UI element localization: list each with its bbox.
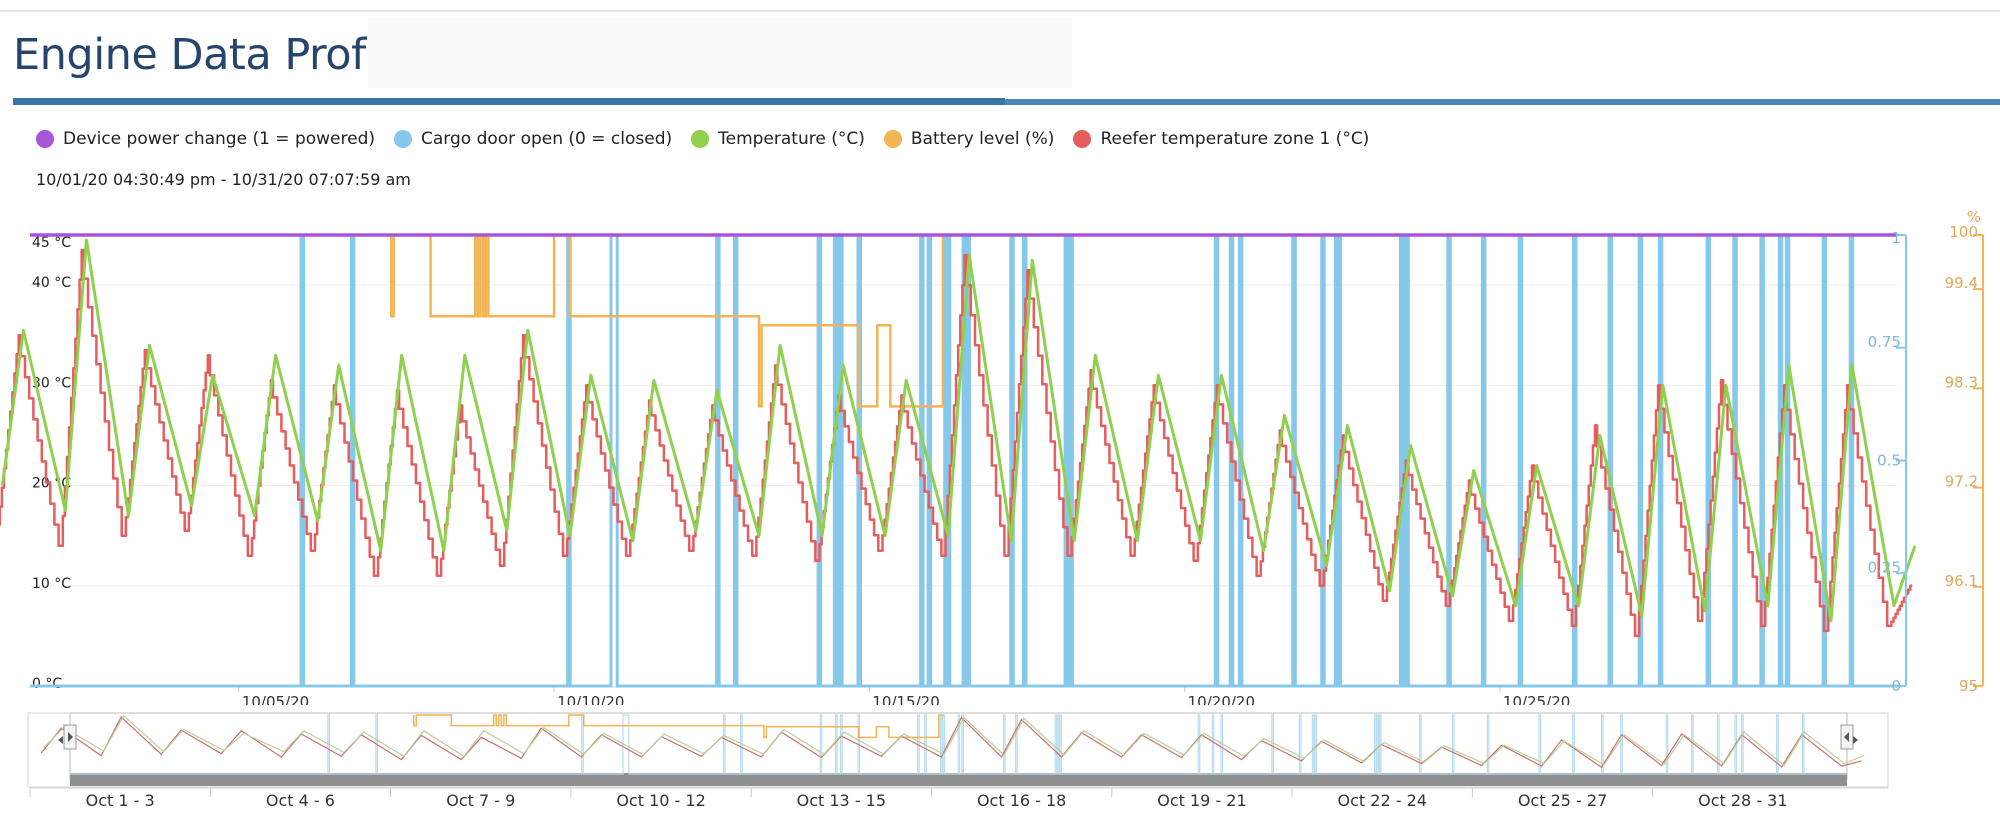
legend-label: Battery level (%) xyxy=(910,129,1055,149)
navigator-scroll-right-icon[interactable] xyxy=(1853,736,1858,744)
legend-label: Reefer temperature zone 1 (°C) xyxy=(1100,129,1370,149)
legend-item-cargo-door[interactable]: Cargo door open (0 = closed) xyxy=(394,129,672,149)
legend-marker xyxy=(36,130,54,148)
navigator-label: Oct 28 - 31 xyxy=(1698,791,1787,810)
chart-legend: Device power change (1 = powered) Cargo … xyxy=(36,127,1388,151)
page-title: Engine Data Profile xyxy=(13,30,415,80)
y-tick-label-binary: 0.5 xyxy=(1877,452,1901,470)
battery-level-series-line xyxy=(389,233,949,408)
y-tick-label-binary: 0 xyxy=(1891,677,1901,695)
legend-item-temperature[interactable]: Temperature (°C) xyxy=(691,129,865,149)
y-tick-label-battery: 100 xyxy=(1949,223,1978,241)
navigator-reefer-line xyxy=(40,716,1862,769)
x-tick-label: 10/15/20 xyxy=(872,693,939,705)
y-tick-label-binary: 0.25 xyxy=(1868,558,1901,576)
legend-marker xyxy=(883,130,902,148)
navigator-handle-right-arrow-icon xyxy=(1844,732,1849,742)
navigator-battery-line xyxy=(413,714,944,739)
y-tick-label-temperature: 10 °C xyxy=(32,576,71,592)
legend-marker xyxy=(1073,130,1092,148)
navigator-label: Oct 1 - 3 xyxy=(86,791,155,810)
main-chart[interactable]: 0 °C10 °C20 °C30 °C40 °C45 °C10/05/20 10/… xyxy=(0,200,2000,705)
y-tick-label-binary: 1 xyxy=(1891,229,1901,247)
y-axis-unit-battery: % xyxy=(1967,208,1981,226)
navigator-label: Oct 19 - 21 xyxy=(1157,791,1246,810)
legend-marker xyxy=(394,130,413,148)
y-tick-label-battery: 96.1 xyxy=(1945,572,1978,590)
y-tick-label-battery: 99.4 xyxy=(1945,274,1978,292)
navigator-label: Oct 7 - 9 xyxy=(446,791,515,810)
y-tick-label-battery: 97.2 xyxy=(1945,473,1978,491)
title-placeholder-box xyxy=(368,18,1072,88)
navigator-scroll-left-icon[interactable] xyxy=(58,736,63,744)
x-tick-label: 10/10/20 xyxy=(557,693,624,705)
navigator-temperature-line xyxy=(43,714,1865,767)
navigator-label: Oct 22 - 24 xyxy=(1338,791,1427,810)
navigator-handle-left-arrow-icon xyxy=(68,732,73,742)
date-range: 10/01/20 04:30:49 pm - 10/31/20 07:07:59… xyxy=(36,170,411,189)
y-tick-label-battery: 95 xyxy=(1959,677,1978,695)
y-tick-label-binary: 0.75 xyxy=(1868,333,1901,351)
navigator-label: Oct 13 - 15 xyxy=(797,791,886,810)
title-underline-accent xyxy=(13,98,1005,105)
y-tick-label-temperature: 0 °C xyxy=(32,676,62,692)
temperature-series-line xyxy=(0,238,1917,623)
x-tick-label: 10/20/20 xyxy=(1188,693,1255,705)
navigator-label: Oct 10 - 12 xyxy=(616,791,705,810)
navigator-label: Oct 16 - 18 xyxy=(977,791,1066,810)
x-tick-label: 10/25/20 xyxy=(1503,693,1570,705)
legend-marker xyxy=(691,130,710,148)
navigator-scrollbar[interactable] xyxy=(70,773,1847,786)
range-navigator[interactable]: Oct 1 - 3 Oct 4 - 6 Oct 7 - 9 Oct 10 - 12 Oc… xyxy=(0,705,2000,829)
legend-label: Device power change (1 = powered) xyxy=(63,129,376,149)
x-tick-label: 10/05/20 xyxy=(242,693,309,705)
y-tick-label-battery: 98.3 xyxy=(1945,373,1978,391)
legend-label: Temperature (°C) xyxy=(718,129,865,149)
y-tick-label-temperature: 40 °C xyxy=(32,275,71,291)
y-tick-label-temperature: 45 °C xyxy=(32,235,71,251)
title-underline xyxy=(13,99,2000,105)
navigator-label: Oct 25 - 27 xyxy=(1518,791,1607,810)
top-rule xyxy=(0,10,2000,12)
legend-item-reefer-temperature[interactable]: Reefer temperature zone 1 (°C) xyxy=(1073,129,1369,149)
legend-label: Cargo door open (0 = closed) xyxy=(421,129,673,149)
y-tick-label-temperature: 30 °C xyxy=(32,375,71,391)
legend-item-device-power[interactable]: Device power change (1 = powered) xyxy=(36,129,375,149)
legend-item-battery-level[interactable]: Battery level (%) xyxy=(883,129,1055,149)
navigator-label: Oct 4 - 6 xyxy=(266,791,335,810)
navigator-cargo-door-line xyxy=(70,714,1847,775)
